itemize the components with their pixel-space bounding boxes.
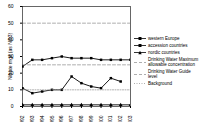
svg-text:60: 60 <box>8 3 14 9</box>
svg-text:2001: 2001 <box>107 115 113 122</box>
svg-text:1993: 1993 <box>29 115 35 122</box>
svg-text:50: 50 <box>8 20 14 26</box>
svg-text:1998: 1998 <box>78 115 84 122</box>
html-text:Background: Background <box>148 81 172 86</box>
svg-text:1995: 1995 <box>49 115 55 122</box>
html-text:Drinking Water Maximum allowab: Drinking Water Maximum allowable concent… <box>148 57 199 67</box>
svg-text:2003: 2003 <box>127 115 133 122</box>
html-text:accession countries: accession countries <box>148 43 188 48</box>
html-text:Drinking Water Guide level: Drinking Water Guide level <box>148 69 191 79</box>
svg-text:1996: 1996 <box>58 115 64 122</box>
html-text:nordic countries: nordic countries <box>148 50 180 55</box>
svg-text:1997: 1997 <box>68 115 74 122</box>
svg-text:1994: 1994 <box>39 115 45 122</box>
svg-text:1999: 1999 <box>88 115 94 122</box>
svg-text:2000: 2000 <box>98 115 104 122</box>
svg-text:0: 0 <box>11 103 14 109</box>
svg-text:10: 10 <box>8 86 14 92</box>
html-text:western Europe: western Europe <box>148 36 180 41</box>
svg-text:Nitrate mg/l (as NO3): Nitrate mg/l (as NO3) <box>7 33 13 81</box>
svg-text:2002: 2002 <box>117 115 123 122</box>
svg-text:1992: 1992 <box>19 115 25 122</box>
